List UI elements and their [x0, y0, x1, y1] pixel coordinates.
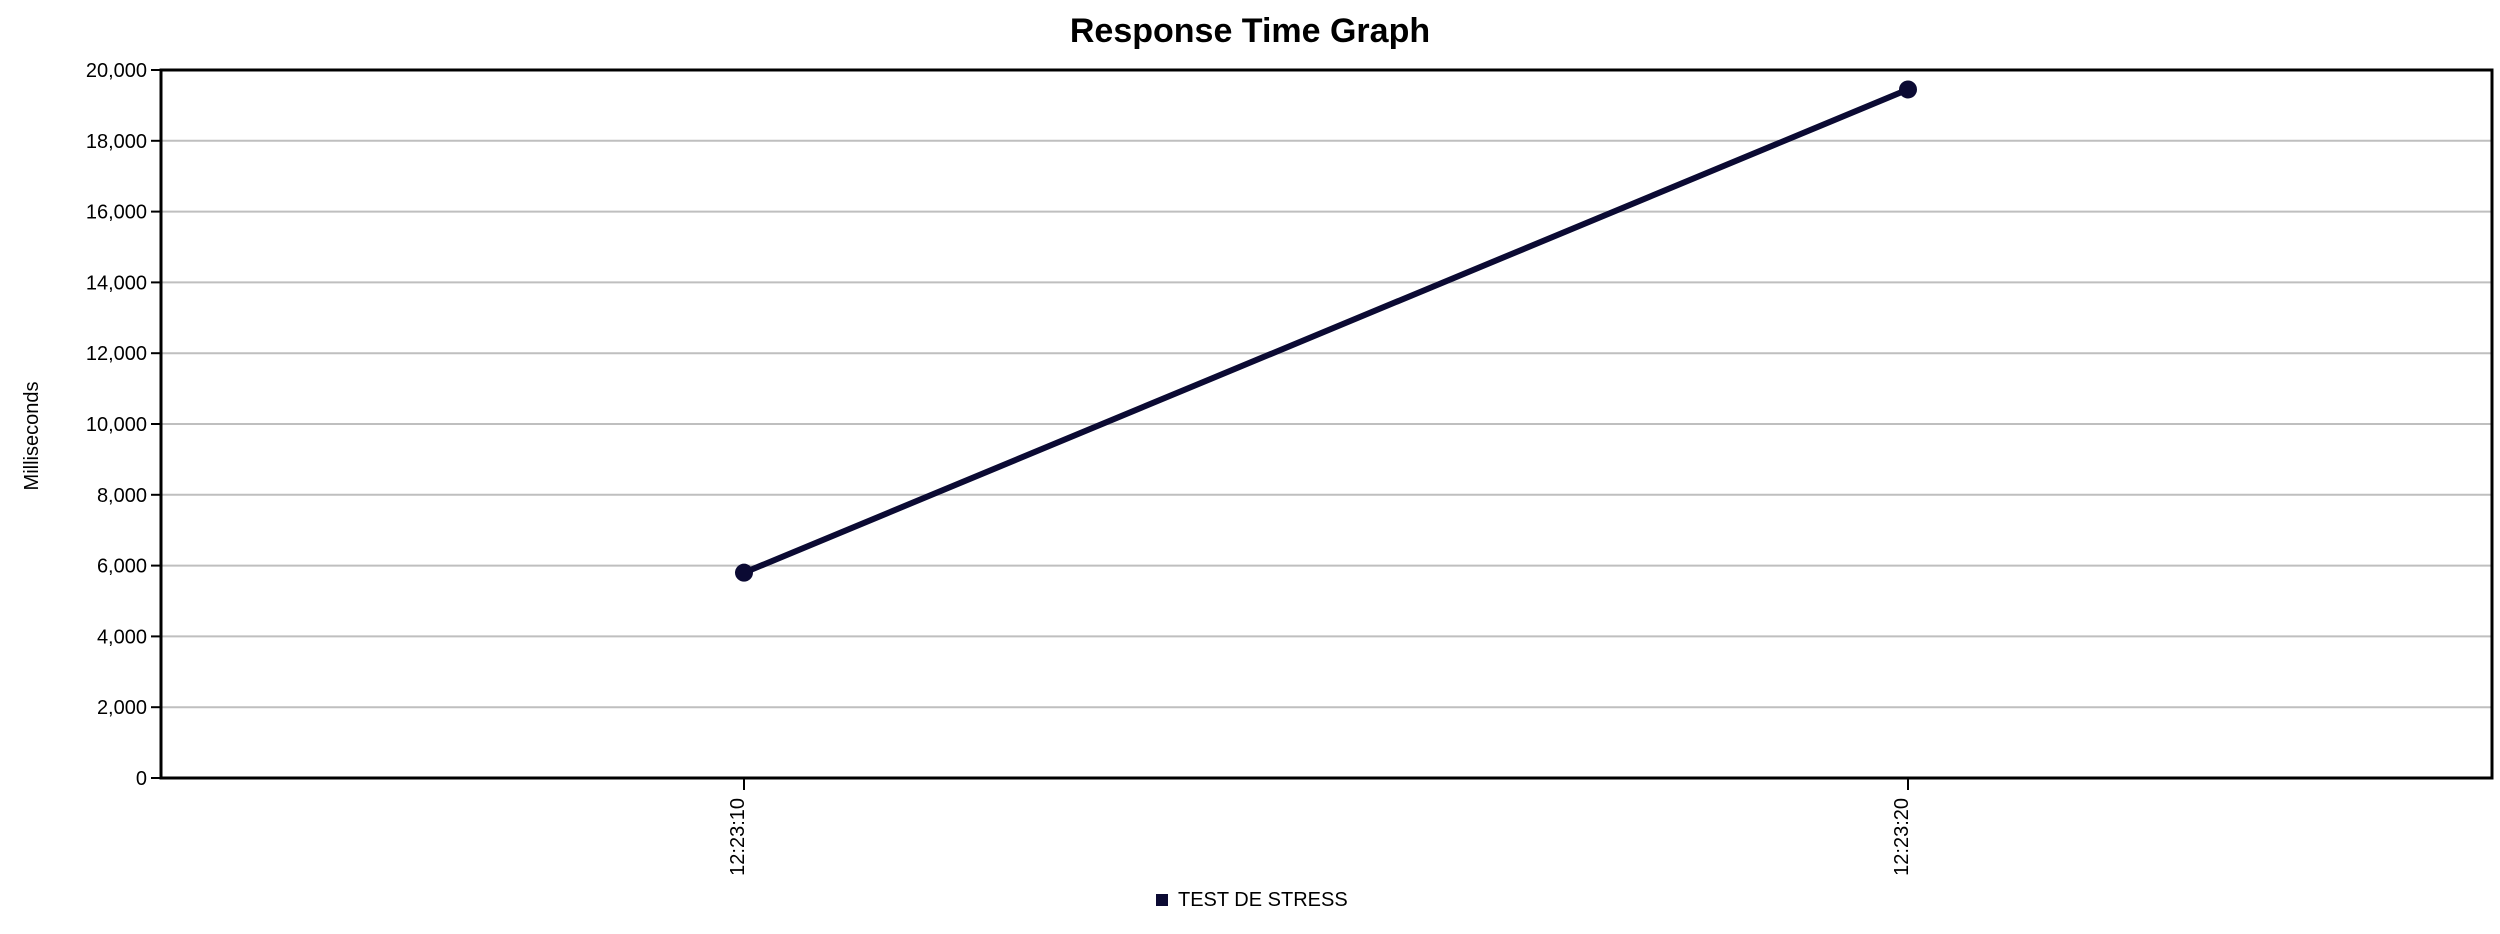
legend: TEST DE STRESS [1156, 889, 1348, 911]
series-layer [735, 80, 1917, 582]
y-tick-label: 4,000 [97, 626, 147, 648]
y-tick-label: 20,000 [86, 60, 147, 82]
data-point [1899, 80, 1917, 99]
legend-item: TEST DE STRESS [1156, 889, 1348, 911]
y-tick-label: 6,000 [97, 556, 147, 578]
y-axis-ticks: 0 2,000 4,000 6,000 8,000 10,000 12,000 14,000 1… [86, 60, 161, 790]
x-axis-ticks: 12:23:10 12:23:20 [727, 778, 1913, 876]
y-tick-label: 12,000 [86, 343, 147, 365]
y-axis-label: Milliseconds [21, 382, 43, 491]
series-line [741, 86, 1911, 576]
y-tick-label: 0 [136, 768, 147, 790]
y-tick-label: 10,000 [86, 414, 147, 436]
data-point [735, 563, 753, 582]
plot-area-border [159, 68, 2494, 780]
y-tick-label: 14,000 [86, 272, 147, 294]
y-tick-label: 16,000 [86, 202, 147, 224]
legend-label: TEST DE STRESS [1178, 889, 1348, 911]
grid-lines [161, 139, 2492, 709]
y-tick-label: 2,000 [97, 697, 147, 719]
x-tick-label: 12:23:10 [727, 798, 749, 876]
chart-title: Response Time Graph [1070, 12, 1430, 50]
y-tick-label: 8,000 [97, 485, 147, 507]
y-tick-label: 18,000 [86, 131, 147, 153]
legend-marker [1156, 894, 1168, 906]
x-tick-label: 12:23:20 [1891, 798, 1913, 876]
